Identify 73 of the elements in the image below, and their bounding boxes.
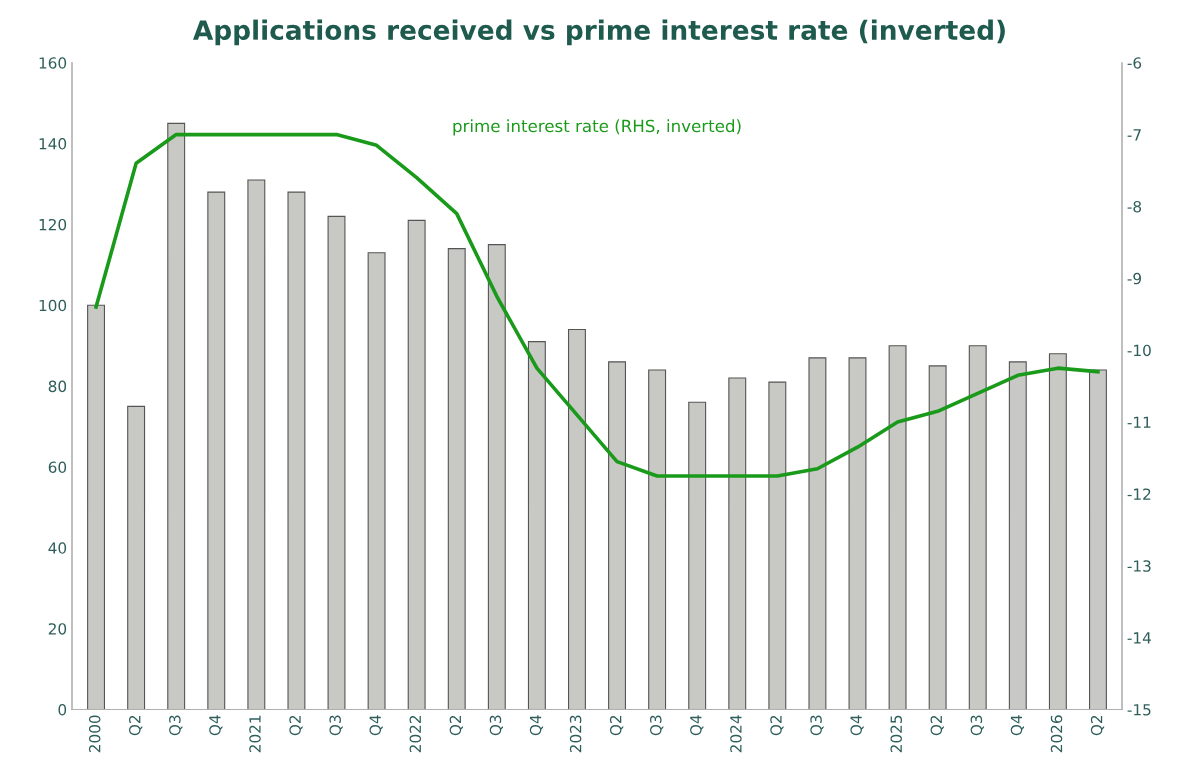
bar (247, 179, 266, 710)
bar (1048, 353, 1067, 710)
x-tick-label: Q4 (850, 715, 864, 736)
bar (127, 405, 146, 710)
bar (888, 345, 907, 710)
bar (688, 401, 707, 710)
bar (808, 357, 827, 710)
bar (928, 365, 947, 710)
y2-tick-label: -10 (1127, 344, 1151, 357)
x-tick-label: Q2 (770, 715, 784, 736)
x-tick-label: 2022 (409, 715, 422, 753)
bar (287, 191, 306, 710)
x-tick-label: Q2 (129, 715, 143, 736)
x-tick-label: Q3 (649, 715, 664, 736)
bar (327, 215, 346, 710)
x-tick-label: Q3 (329, 715, 343, 736)
y2-tick-label: -13 (1127, 560, 1151, 572)
x-tick-label: Q3 (489, 715, 503, 736)
y-tick-label: 100 (39, 299, 67, 312)
y-tick-label: 20 (48, 623, 67, 635)
y-tick-label: 160 (39, 57, 67, 69)
y2-tick-label: -12 (1127, 488, 1151, 500)
x-tick-label: 2026 (1050, 715, 1063, 753)
bar (648, 369, 667, 710)
x-tick-label: Q2 (609, 715, 624, 736)
y-tick-label: 80 (48, 380, 67, 393)
x-tick-label: Q4 (529, 715, 544, 736)
x-tick-label: Q3 (810, 715, 824, 736)
y2-tick-label: -7 (1127, 129, 1141, 141)
x-tick-label: Q4 (690, 715, 704, 736)
bar (487, 244, 506, 710)
x-tick-label: Q3 (970, 715, 984, 736)
bar (167, 122, 186, 710)
bar (447, 248, 466, 710)
x-tick-label: Q4 (369, 715, 383, 736)
y2-tick-label: -15 (1127, 704, 1151, 716)
chart-title: Applications received vs prime interest rate (inverted) (192, 19, 1005, 46)
y2-tick-label: -9 (1127, 272, 1142, 285)
x-tick-label: 2021 (249, 715, 261, 753)
y2-tick-label: -14 (1127, 632, 1151, 644)
x-tick-label: Q4 (1010, 715, 1024, 736)
x-tick-label: Q3 (169, 715, 183, 736)
bar (768, 381, 787, 710)
bar (728, 377, 747, 710)
x-tick-label: Q2 (289, 715, 303, 736)
y-tick-label: 40 (48, 542, 67, 554)
y-tick-label: 140 (39, 138, 67, 150)
text: prime interest rate (RHS, inverted) (453, 119, 741, 136)
x-tick-label: 2023 (569, 715, 582, 753)
bar (207, 191, 226, 710)
bar (1008, 361, 1027, 710)
bar (608, 361, 627, 710)
y-tick-label: 60 (48, 461, 67, 473)
bar (567, 328, 586, 710)
y-tick-label: 0 (58, 703, 67, 716)
y2-tick-label: -6 (1127, 57, 1142, 69)
bar (367, 252, 386, 710)
bar (848, 357, 867, 710)
bar (527, 341, 546, 710)
y2-tick-label: -8 (1127, 200, 1142, 213)
x-tick-label: Q4 (209, 715, 223, 736)
bar (1088, 369, 1107, 710)
x-tick-label: Q2 (930, 715, 944, 736)
y2-tick-label: -11 (1127, 416, 1151, 428)
y-tick-label: 120 (39, 218, 67, 231)
x-tick-label: Q2 (449, 715, 463, 736)
x-tick-label: Q2 (1090, 715, 1105, 736)
bar (968, 345, 987, 710)
x-tick-label: 2025 (890, 715, 903, 753)
x-tick-label: 2000 (88, 715, 101, 753)
x-tick-label: 2024 (730, 715, 742, 753)
bar (407, 219, 426, 710)
bar (87, 304, 106, 710)
